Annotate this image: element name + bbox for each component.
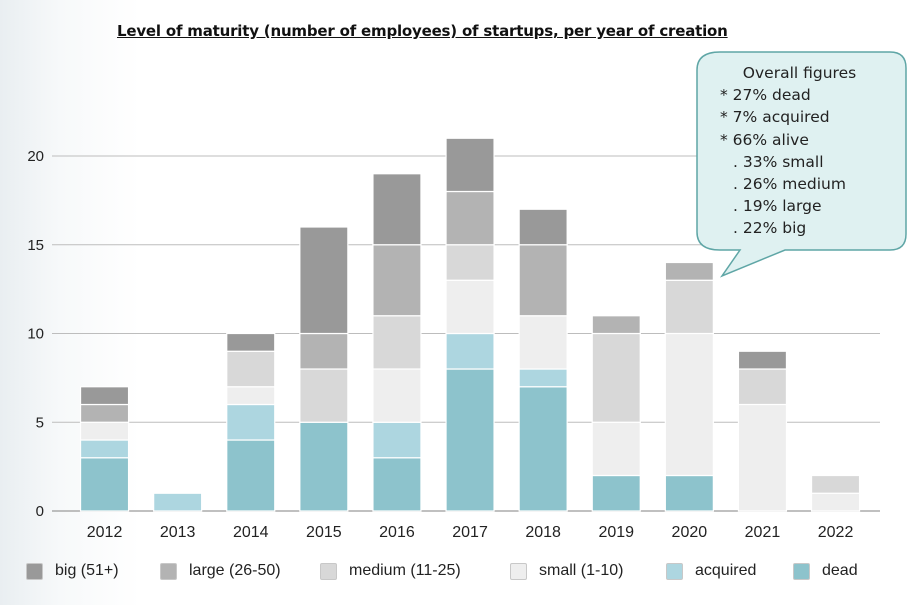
legend-label-small: small (1-10) <box>539 562 624 579</box>
bar-2019-large <box>591 315 641 335</box>
bar-2017-big <box>445 137 495 193</box>
bar-2014-dead <box>226 439 276 512</box>
y-tick-label: 20 <box>27 148 44 165</box>
legend: big (51+) large (26-50) medium (11-25) s… <box>26 559 886 583</box>
callout-line-large: . 19% large <box>733 197 822 216</box>
chart-title: Level of maturity (number of employees) … <box>117 22 728 40</box>
legend-swatch-acquired <box>666 562 683 580</box>
bar-2016-large <box>372 244 422 317</box>
bar-2017-large <box>445 190 495 246</box>
bar-2013-acquired <box>153 492 203 512</box>
callout-line-small: . 33% small <box>733 152 824 171</box>
bar-2015-dead <box>299 421 349 512</box>
callout-text: Overall figures * 27% dead * 7% acquired… <box>700 62 905 240</box>
bar-2021-small <box>737 403 788 512</box>
x-tick-label-2018: 2018 <box>525 524 561 541</box>
bar-2020-medium <box>664 279 714 335</box>
bar-2017-small <box>445 279 495 335</box>
bar-2016-medium <box>372 315 422 370</box>
x-tick-label-2013: 2013 <box>160 524 196 541</box>
bar-2015-big <box>299 226 349 335</box>
bar-2021-medium <box>737 368 788 406</box>
bar-2016-big <box>372 173 422 246</box>
legend-item-medium: medium (11-25) <box>320 559 461 583</box>
bar-2016-small <box>372 368 422 423</box>
callout-line-alive: * 66% alive <box>720 130 809 149</box>
bar-2014-small <box>226 386 276 406</box>
legend-label-dead: dead <box>822 562 858 579</box>
bar-2014-acquired <box>226 403 276 441</box>
bar-2019-medium <box>591 332 641 423</box>
bar-2012-acquired <box>79 439 130 459</box>
bar-2014-medium <box>226 350 276 388</box>
bar-2020-large <box>664 261 714 281</box>
legend-swatch-medium <box>320 562 337 580</box>
legend-label-medium: medium (11-25) <box>349 562 461 579</box>
bar-2015-large <box>299 332 349 370</box>
bar-2019-small <box>591 421 641 477</box>
x-tick-label-2014: 2014 <box>233 524 269 541</box>
legend-label-large: large (26-50) <box>189 562 281 579</box>
bars <box>79 137 861 512</box>
y-tick-label: 5 <box>36 414 44 431</box>
bar-2012-large <box>79 403 130 423</box>
legend-label-big: big (51+) <box>55 562 119 579</box>
bar-2017-dead <box>445 368 495 512</box>
y-tick-label: 0 <box>36 503 44 520</box>
x-tick-label-2015: 2015 <box>306 524 342 541</box>
bar-2018-large <box>518 244 568 317</box>
bar-2018-big <box>518 208 568 246</box>
legend-item-large: large (26-50) <box>160 559 281 583</box>
x-tick-label-2021: 2021 <box>745 524 781 541</box>
bar-2022-small <box>810 492 861 512</box>
y-tick-label: 10 <box>27 326 44 343</box>
bar-2022-medium <box>810 474 861 494</box>
bar-2018-acquired <box>518 368 568 388</box>
bar-2018-small <box>518 315 568 370</box>
bar-2020-small <box>664 332 714 477</box>
x-tick-label-2012: 2012 <box>87 524 123 541</box>
callout-line-medium: . 26% medium <box>733 175 846 194</box>
legend-label-acquired: acquired <box>695 562 757 579</box>
callout-line-dead: * 27% dead <box>720 86 811 105</box>
legend-swatch-big <box>26 562 43 580</box>
callout-line-big: . 22% big <box>733 219 807 238</box>
bar-2019-dead <box>591 474 641 512</box>
bar-2012-small <box>79 421 130 441</box>
legend-item-acquired: acquired <box>666 559 756 583</box>
callout-bubble <box>696 51 907 278</box>
legend-item-small: small (1-10) <box>510 559 623 583</box>
bar-2017-medium <box>445 244 495 281</box>
legend-swatch-dead <box>793 562 810 580</box>
y-tick-label: 15 <box>27 237 44 254</box>
x-tick-label-2019: 2019 <box>598 524 634 541</box>
bar-2014-big <box>226 332 276 352</box>
legend-item-big: big (51+) <box>26 559 119 583</box>
legend-swatch-small <box>510 562 527 580</box>
legend-swatch-large <box>160 562 177 580</box>
bar-2018-dead <box>518 386 568 512</box>
callout-line-acquired: * 7% acquired <box>720 108 830 127</box>
bar-2016-acquired <box>372 421 422 459</box>
bar-2016-dead <box>372 457 422 512</box>
bar-2017-acquired <box>445 332 495 370</box>
bar-2021-big <box>737 350 788 370</box>
x-tick-label-2017: 2017 <box>452 524 488 541</box>
x-tick-label-2022: 2022 <box>818 524 854 541</box>
bar-2020-dead <box>664 474 714 512</box>
bar-2012-dead <box>79 457 130 512</box>
legend-item-dead: dead <box>793 559 858 583</box>
bar-2015-medium <box>299 368 349 423</box>
x-tick-label-2016: 2016 <box>379 524 415 541</box>
x-tick-label-2020: 2020 <box>672 524 708 541</box>
axis-labels: 0 5 10 15 20 2012 2013 2014 2015 2016 2017 2018 2019… <box>27 148 853 541</box>
callout-heading: Overall figures <box>742 64 857 82</box>
bar-2012-big <box>79 386 130 406</box>
